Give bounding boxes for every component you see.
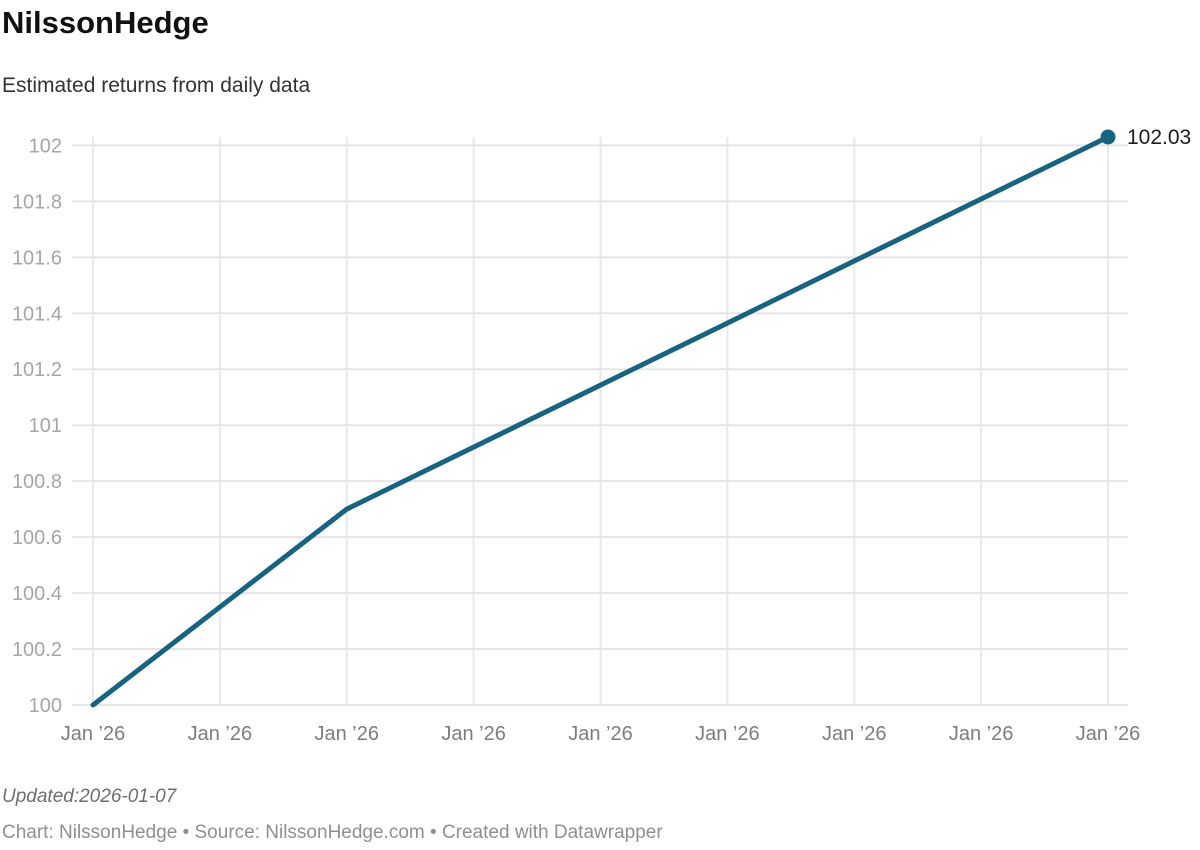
x-axis-tick-label: Jan ’26 (441, 723, 506, 745)
x-axis-tick-label: Jan ’26 (695, 723, 760, 745)
x-axis-tick-label: Jan ’26 (188, 723, 253, 745)
y-axis-tick-label: 101.6 (12, 247, 62, 269)
y-axis-tick-label: 100.4 (12, 583, 62, 605)
y-axis-tick-label: 100.6 (12, 527, 62, 549)
y-axis-tick-label: 101.8 (12, 191, 62, 213)
chart-title: NilssonHedge (2, 5, 209, 40)
y-axis-tick-label: 101.4 (12, 303, 62, 325)
y-axis-tick-label: 100 (29, 695, 62, 717)
y-axis-tick-label: 100.8 (12, 471, 62, 493)
y-axis-tick-label: 102 (29, 135, 62, 157)
x-axis-tick-label: Jan ’26 (568, 723, 633, 745)
series-line (90, 134, 1111, 708)
x-axis-tick-label: Jan ’26 (61, 723, 126, 745)
chart-subtitle: Estimated returns from daily data (2, 74, 311, 97)
y-axis-tick-label: 100.2 (12, 639, 62, 661)
end-point-marker (1100, 129, 1116, 145)
y-axis-tick-label: 101 (29, 415, 62, 437)
x-axis-tick-label: Jan ’26 (315, 723, 380, 745)
x-axis-tick-label: Jan ’26 (1076, 723, 1141, 745)
x-axis-tick-label: Jan ’26 (822, 723, 887, 745)
x-axis-tick-label: Jan ’26 (949, 723, 1014, 745)
updated-note: Updated:2026-01-07 (2, 786, 177, 807)
end-point-value-label: 102.03 (1127, 126, 1191, 149)
attribution-byline: Chart: NilssonHedge • Source: NilssonHed… (2, 822, 663, 843)
y-axis-tick-label: 101.2 (12, 359, 62, 381)
